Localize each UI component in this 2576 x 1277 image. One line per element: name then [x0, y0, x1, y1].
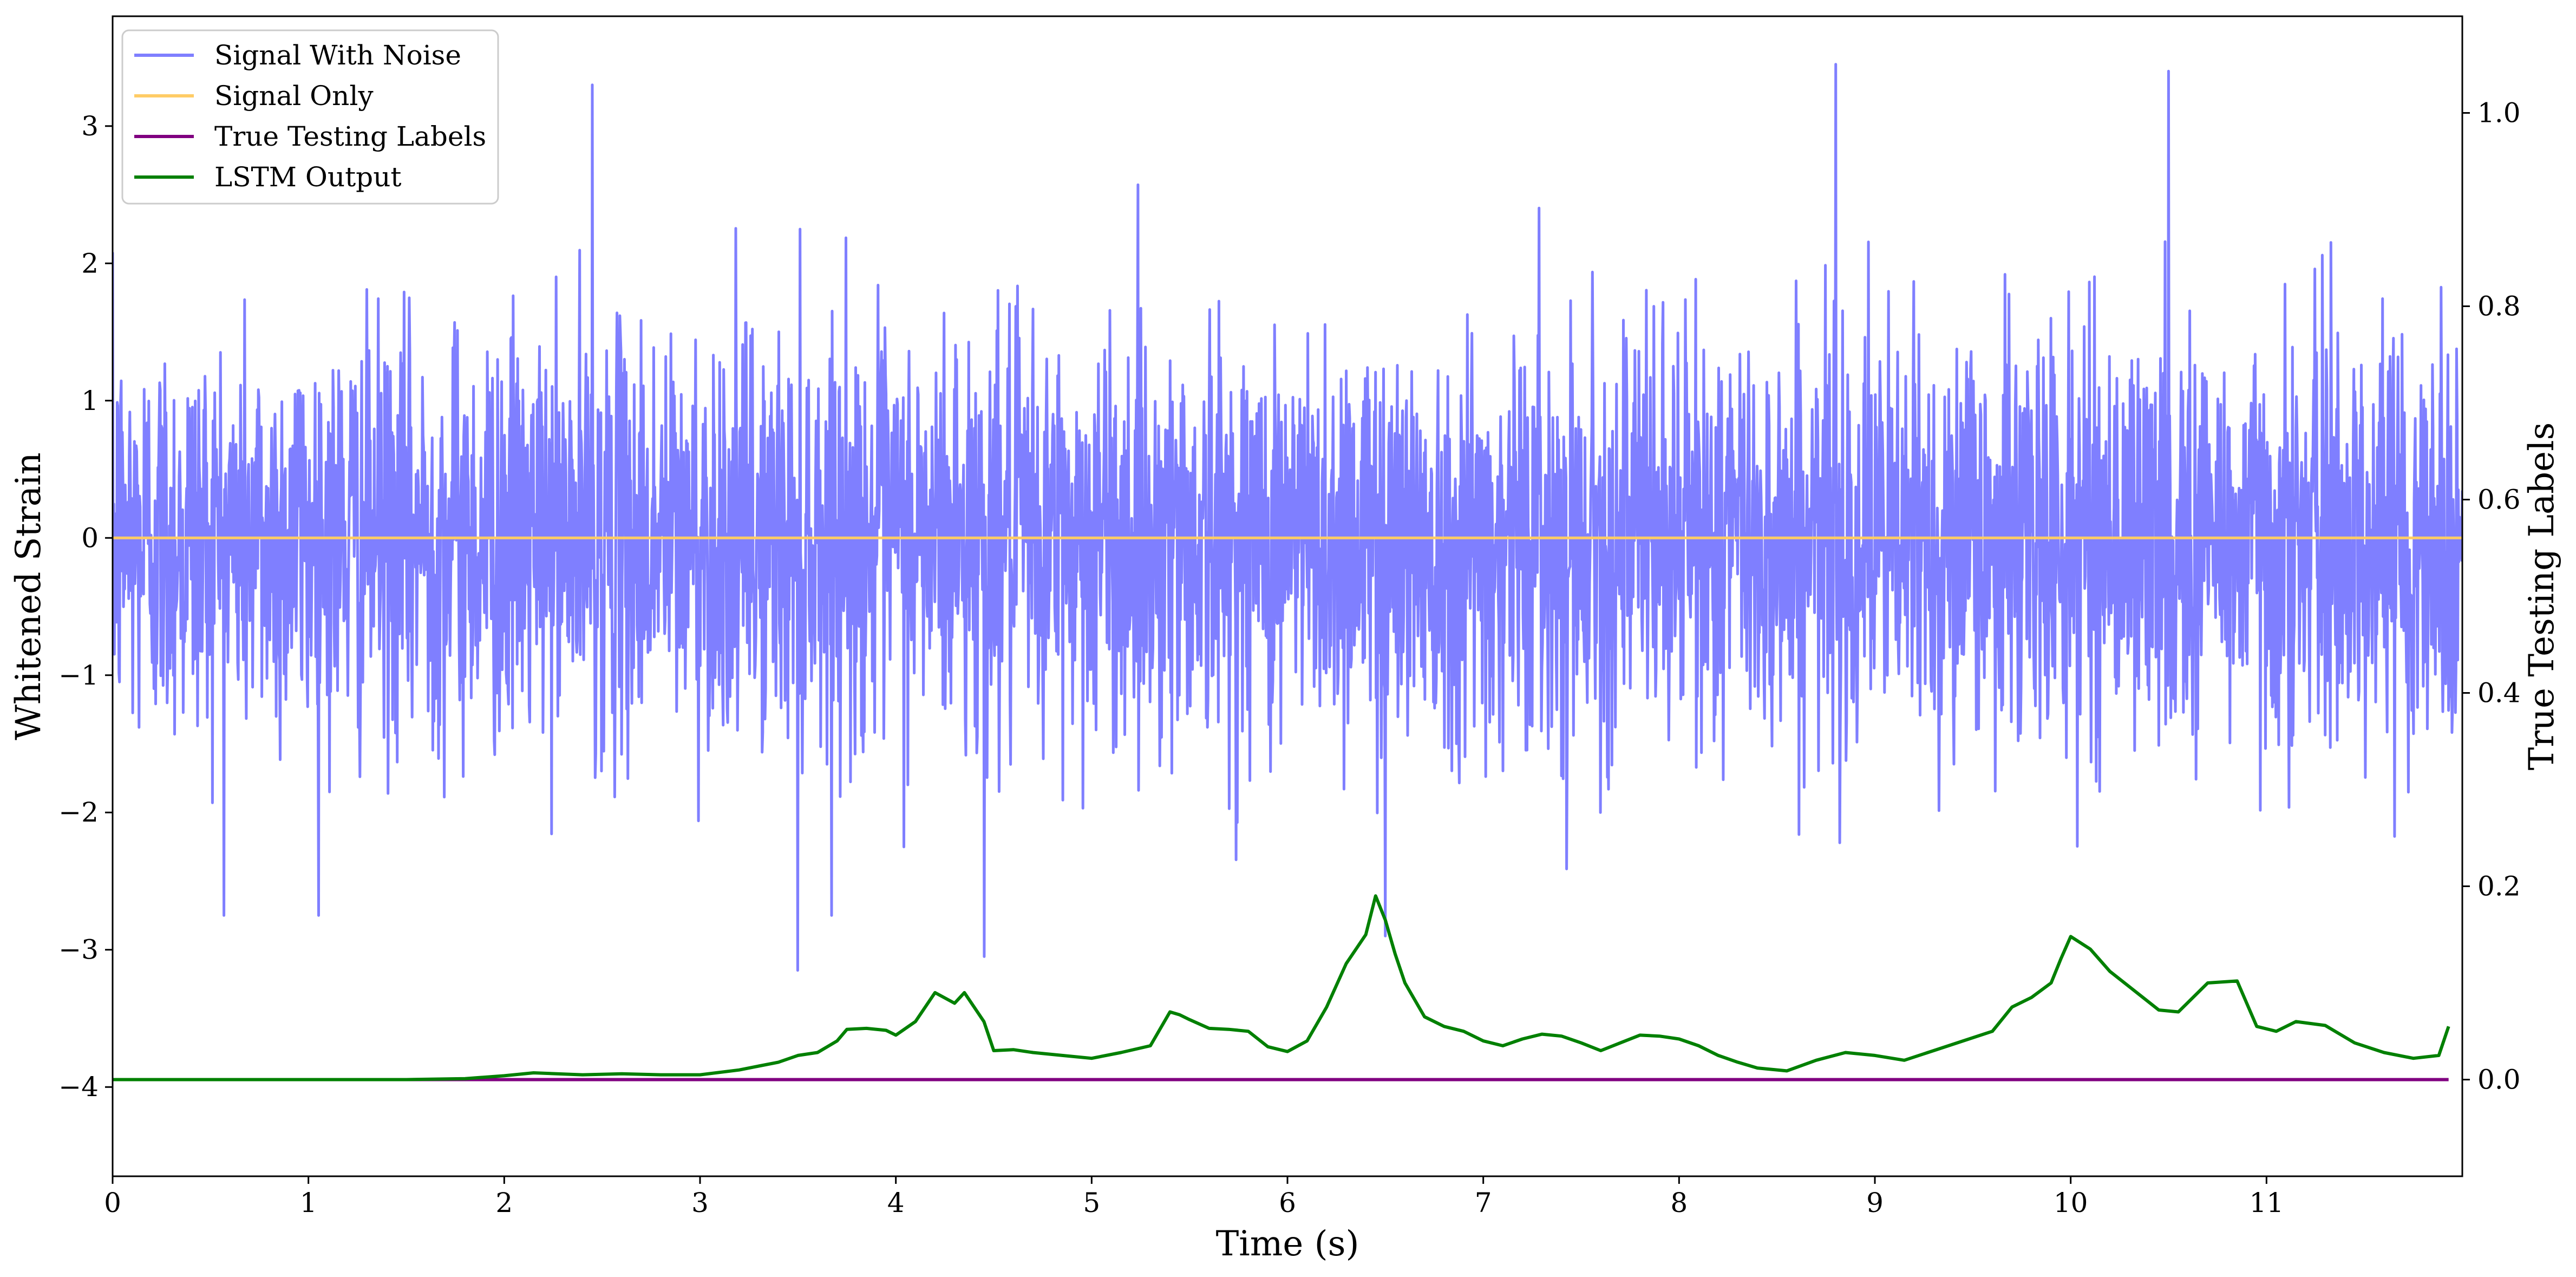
x-tick-label: 9 [1866, 1187, 1884, 1219]
x-tick-label: 5 [1083, 1187, 1100, 1219]
x-tick-label: 6 [1279, 1187, 1296, 1219]
y2-axis-label: True Testing Labels [2522, 422, 2562, 771]
y-axis-label: Whitened Strain [9, 452, 49, 740]
y-tick-label: −1 [58, 660, 99, 691]
x-tick-label: 7 [1475, 1187, 1492, 1219]
plot-area [113, 63, 2462, 1081]
legend: Signal With Noise Signal Only True Testing… [121, 29, 499, 205]
y2-tick-label: 1.0 [2477, 97, 2521, 129]
y-tick-label: 3 [81, 110, 99, 142]
legend-box [121, 29, 499, 205]
axis-labels: Time (s) Whitened Strain True Testing La… [9, 422, 2562, 1264]
y2-tick-label: 0.8 [2477, 291, 2521, 322]
x-tick-label: 4 [887, 1187, 905, 1219]
axes: 0 1 2 3 4 5 6 7 8 9 10 11 −4 −3 −2 −1 0 1 2 3 0.0 0.2 0.4 0.6 0.… [58, 15, 2521, 1219]
x-tick-label: 3 [691, 1187, 709, 1219]
series-signal-with-noise [113, 63, 2462, 972]
x-tick-label: 10 [2054, 1187, 2088, 1219]
x-tick-label: 0 [104, 1187, 121, 1219]
x-tick-label: 2 [495, 1187, 513, 1219]
y-tick-label: 0 [81, 522, 99, 553]
legend-label: LSTM Output [214, 161, 401, 193]
x-axis-label: Time (s) [1216, 1224, 1359, 1264]
legend-label: Signal Only [214, 80, 374, 112]
x-tick-label: 1 [300, 1187, 317, 1219]
y-tick-label: −4 [58, 1071, 99, 1103]
y2-tick-label: 0.4 [2477, 677, 2521, 709]
legend-label: Signal With Noise [214, 40, 461, 71]
legend-label: True Testing Labels [214, 121, 486, 152]
y2-tick-label: 0.2 [2477, 871, 2521, 902]
x-tick-label: 8 [1670, 1187, 1688, 1219]
y-tick-label: 1 [81, 385, 99, 416]
series-lstm-output [113, 894, 2450, 1081]
y2-tick-label: 0.6 [2477, 484, 2521, 516]
x-tick-label: 11 [2250, 1187, 2284, 1219]
y-tick-label: 2 [81, 247, 99, 279]
y-tick-label: −2 [58, 797, 99, 828]
y2-tick-label: 0.0 [2477, 1064, 2521, 1096]
y-tick-label: −3 [58, 934, 99, 966]
